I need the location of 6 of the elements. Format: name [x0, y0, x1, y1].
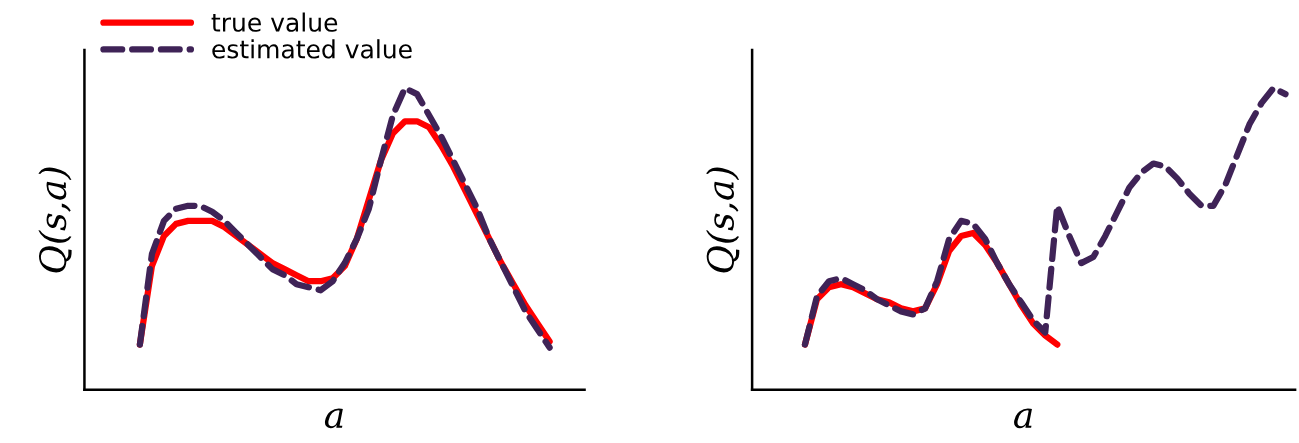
y-axis-title: Q(s,a)	[38, 167, 72, 273]
legend-label: true value	[211, 12, 338, 32]
y-axis-title: Q(s,a)	[706, 167, 740, 273]
x-axis-title: a	[1014, 408, 1032, 429]
x-axis-title: a	[324, 408, 343, 429]
legend-label: estimated value	[212, 39, 412, 59]
